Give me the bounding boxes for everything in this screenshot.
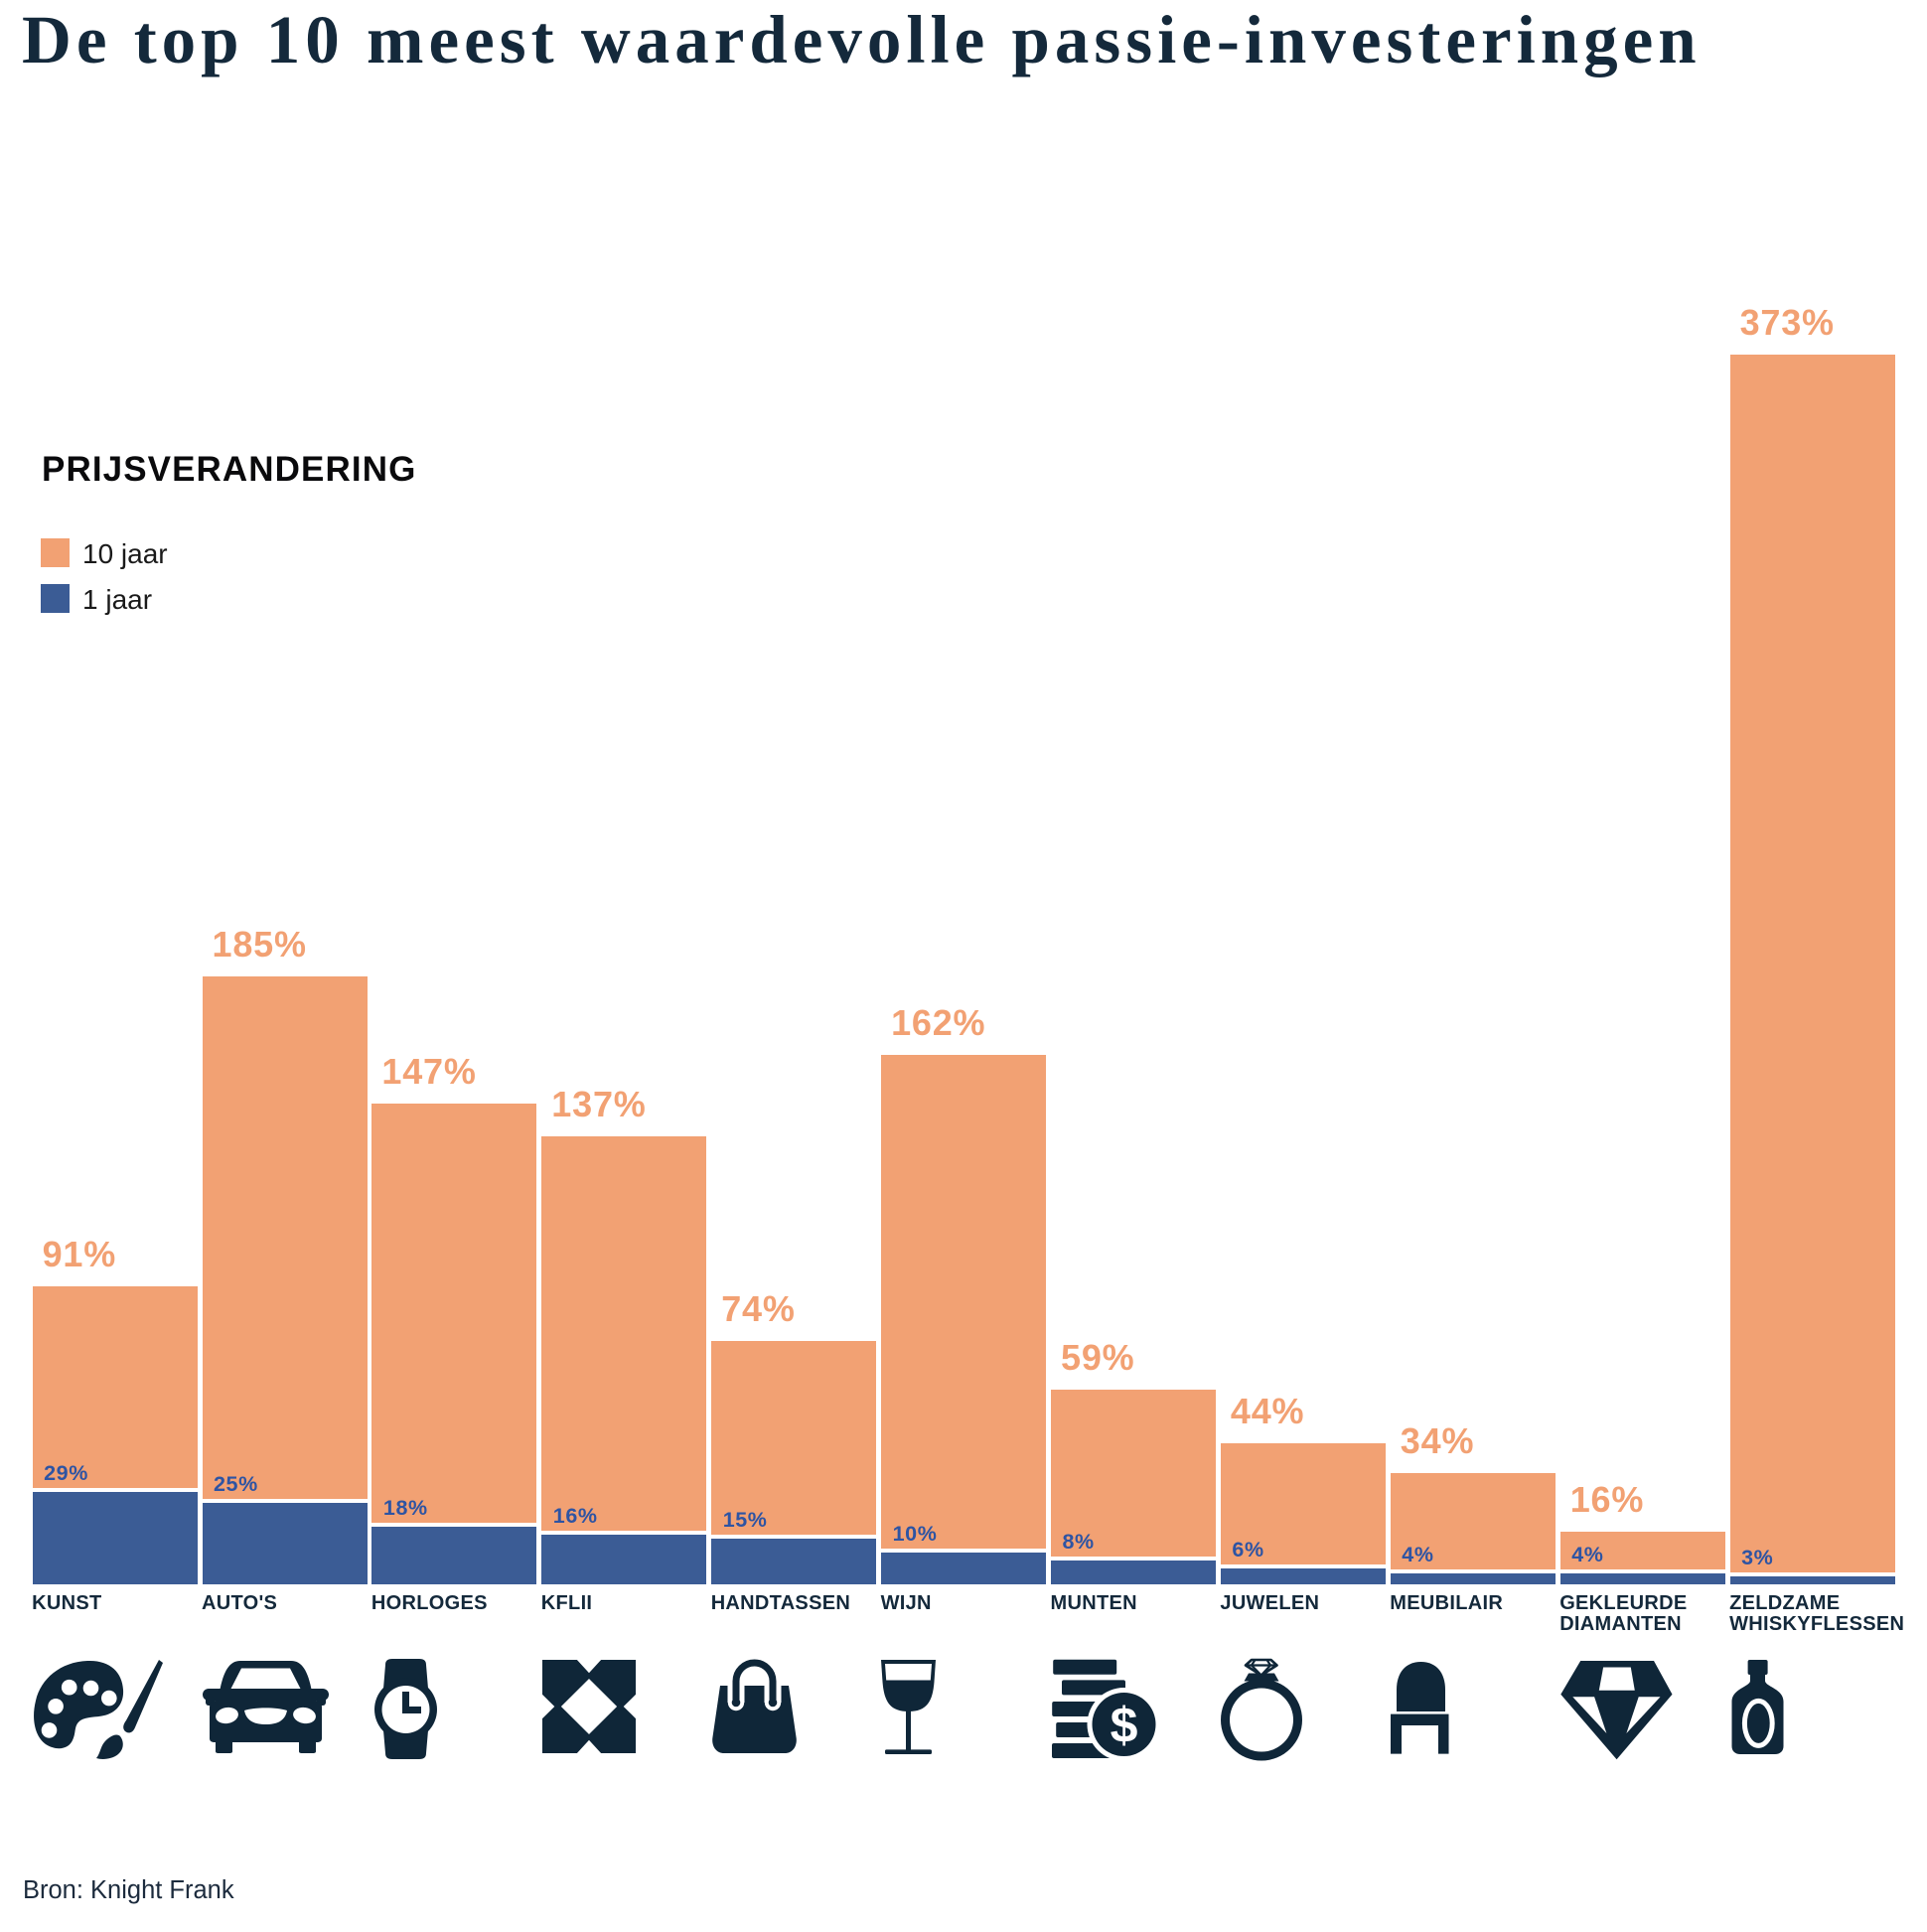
svg-text:$: $	[1110, 1698, 1137, 1753]
